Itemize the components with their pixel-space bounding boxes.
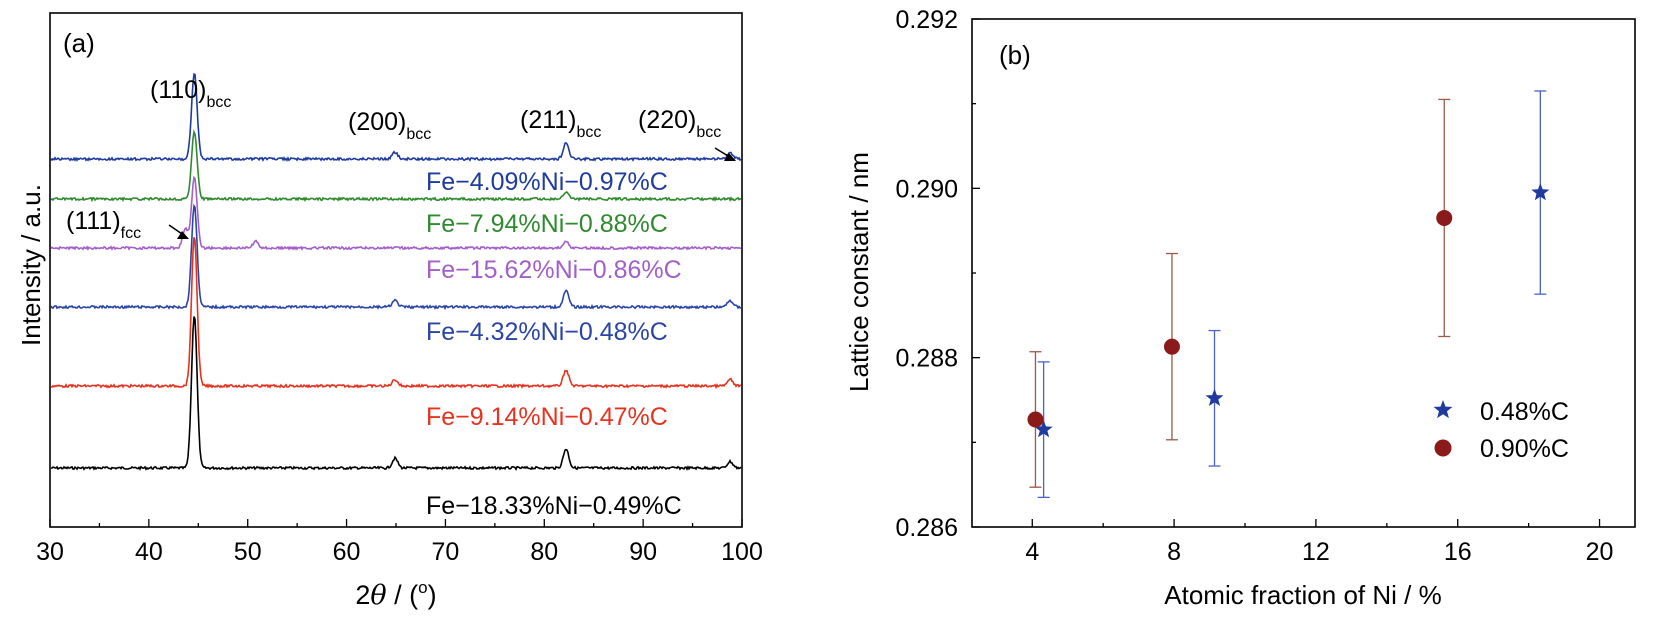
trace-label-7-94ni: Fe−7.94%Ni−0.88%C — [426, 210, 668, 238]
panel-b-x-tick-label: 4 — [1025, 538, 1039, 566]
panel-a-y-axis-label: Intensity / a.u. — [16, 184, 46, 346]
trace-label-15-62ni: Fe−15.62%Ni−0.86%C — [426, 256, 682, 284]
data-point-star — [1205, 388, 1224, 406]
xrd-trace — [50, 175, 742, 251]
panel-b-y-tick-label: 0.288 — [895, 345, 958, 373]
data-point-star — [1034, 420, 1053, 438]
x-label-prefix: 2 — [355, 580, 370, 610]
panel-a-x-tick-label: 90 — [629, 538, 657, 566]
panel-a-x-ticks: 30 40 50 60 70 80 90 100 — [36, 519, 763, 566]
xrd-trace — [50, 237, 742, 390]
data-point-star — [1531, 183, 1550, 201]
annotation-220-bcc: (220)bcc — [638, 106, 721, 141]
arrow-220-head — [724, 153, 736, 161]
xrd-trace — [50, 129, 742, 203]
panel-a-x-tick-label: 80 — [530, 538, 558, 566]
panel-b-x-tick-label: 16 — [1444, 538, 1472, 566]
legend-label-0-48c: 0.48%C — [1480, 398, 1569, 426]
x-label-suffix: / ( — [387, 580, 419, 610]
xrd-trace — [50, 72, 742, 162]
panel-b-axes: 4 8 12 16 20 0.286 0.288 0.290 0.292 — [895, 6, 1613, 566]
x-label-theta: θ — [370, 580, 386, 611]
xrd-trace — [50, 203, 741, 311]
panel-b-points — [1027, 90, 1550, 499]
trace-label-4-32ni: Fe−4.32%Ni−0.48%C — [426, 318, 668, 346]
trace-label-4-09ni: Fe−4.09%Ni−0.97%C — [426, 168, 668, 196]
arrow-111-head — [177, 231, 189, 239]
panel-a-xrd-chart: 30 40 50 60 70 80 90 100 (a) Intensity / a.u. 2… — [16, 12, 763, 611]
annotation-111-fcc: (111)fcc — [66, 207, 141, 242]
panel-b-label: (b) — [999, 40, 1031, 70]
panel-a-x-tick-label: 40 — [135, 538, 163, 566]
xrd-trace — [50, 316, 742, 471]
panel-b-y-tick-label: 0.286 — [895, 514, 958, 542]
panel-b-x-axis-label: Atomic fraction of Ni / % — [1164, 580, 1441, 610]
data-point-circle — [1163, 338, 1180, 355]
panel-a-x-tick-label: 100 — [721, 538, 763, 566]
x-label-degree: o — [418, 578, 427, 597]
annotation-211-bcc: (211)bcc — [520, 106, 601, 141]
panel-b-x-tick-label: 20 — [1586, 538, 1614, 566]
panel-b-legend: 0.48%C 0.90%C — [1433, 398, 1569, 463]
legend-label-0-90c: 0.90%C — [1480, 435, 1569, 463]
panel-b-y-axis-label: Lattice constant / nm — [844, 152, 874, 392]
trace-label-9-14ni: Fe−9.14%Ni−0.47%C — [426, 403, 668, 431]
panel-a-x-axis-label: 2θ / (o) — [355, 578, 436, 611]
panel-b-x-tick-label: 12 — [1302, 538, 1330, 566]
panel-a-label: (a) — [63, 28, 95, 58]
panel-b-y-tick-label: 0.290 — [895, 175, 958, 203]
x-label-close: ) — [428, 580, 437, 610]
annotation-110-bcc: (110)bcc — [150, 76, 231, 111]
panel-a-traces — [50, 72, 742, 471]
panel-b-x-tick-label: 8 — [1167, 538, 1181, 566]
trace-label-18-33ni: Fe−18.33%Ni−0.49%C — [426, 492, 682, 520]
annotation-200-bcc: (200)bcc — [348, 108, 431, 143]
legend-circle-marker — [1434, 439, 1452, 457]
panel-a-x-tick-label: 70 — [432, 538, 460, 566]
panel-a-x-tick-label: 30 — [36, 538, 64, 566]
panel-b-lattice-chart: 4 8 12 16 20 0.286 0.288 0.290 0.292 (b) Lattice… — [844, 6, 1636, 610]
data-point-circle — [1027, 411, 1044, 428]
legend-star-marker — [1433, 400, 1453, 419]
panel-a-x-tick-label: 60 — [333, 538, 361, 566]
panel-a-x-tick-label: 50 — [234, 538, 262, 566]
panel-b-y-tick-label: 0.292 — [895, 6, 958, 34]
data-point-circle — [1436, 209, 1453, 226]
